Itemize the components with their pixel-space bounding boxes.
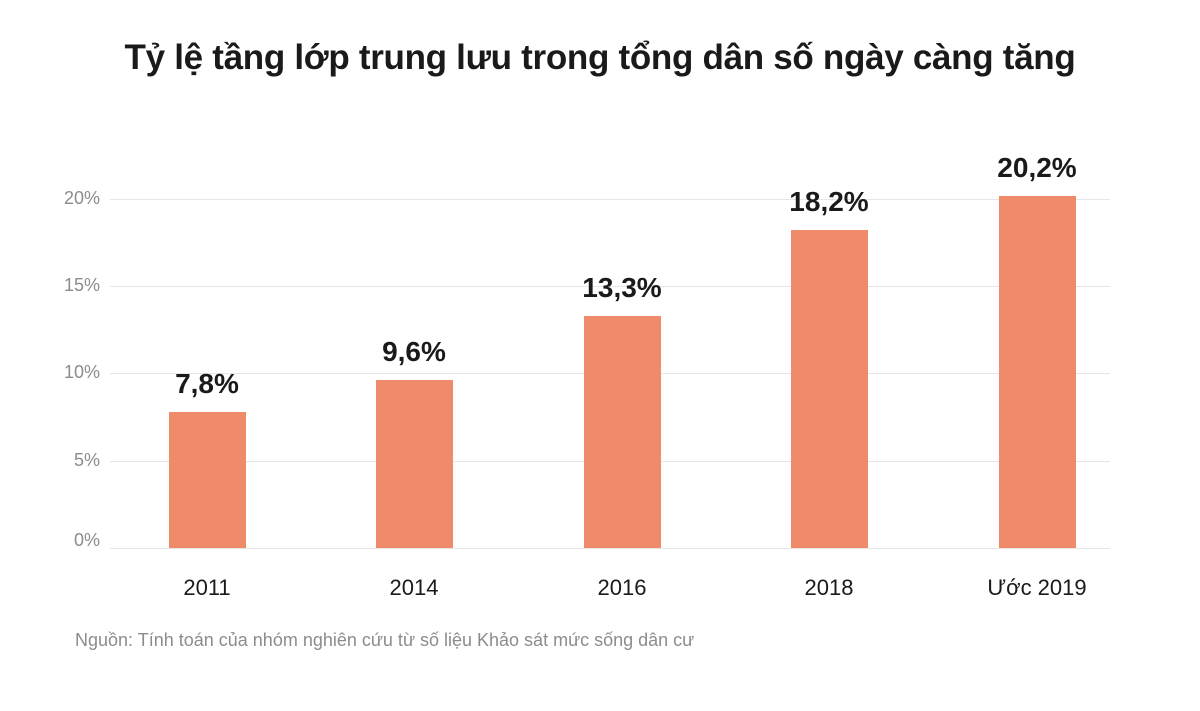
bar-value-label: 9,6%: [382, 336, 446, 367]
y-tick-label: 15%: [63, 275, 100, 295]
bar-value-label: 20,2%: [997, 152, 1077, 183]
x-tick-label: 2016: [597, 575, 647, 600]
bar: [584, 316, 661, 548]
y-tick-label: 0%: [73, 530, 100, 550]
x-tick-label: Ước 2019: [987, 575, 1087, 600]
bar: [999, 196, 1076, 548]
gridline-0: [110, 548, 1110, 549]
bar-value-label: 18,2%: [789, 186, 869, 217]
gridline-15: [110, 286, 1110, 287]
bar-value-label: 7,8%: [175, 368, 239, 399]
chart-title: Tỷ lệ tầng lớp trung lưu trong tổng dân …: [124, 38, 1076, 77]
x-tick-label: 2018: [804, 575, 854, 600]
x-tick-label: 2014: [389, 575, 439, 600]
bar-value-label: 13,3%: [582, 272, 662, 303]
x-tick-label: 2011: [183, 575, 231, 600]
y-tick-label: 5%: [73, 450, 100, 470]
source-note: Nguồn: Tính toán của nhóm nghiên cứu từ …: [75, 630, 695, 650]
bar: [169, 412, 246, 548]
bar: [376, 380, 453, 548]
y-tick-label: 10%: [63, 362, 100, 382]
gridline-20: [110, 199, 1110, 200]
y-tick-label: 20%: [63, 188, 100, 208]
bar: [791, 230, 868, 548]
